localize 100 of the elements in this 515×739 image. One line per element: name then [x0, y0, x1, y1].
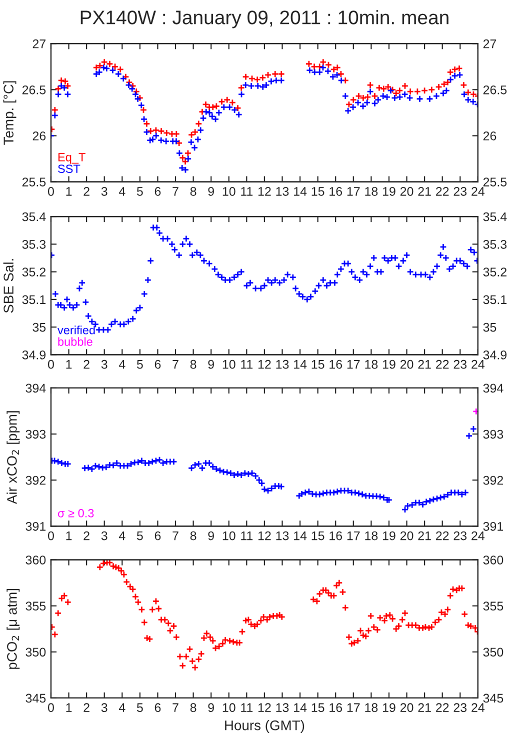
- x-tick-label: 24: [472, 531, 485, 540]
- x-tick-label: 20: [400, 531, 414, 540]
- y-tick-label: 350: [26, 648, 46, 657]
- x-tick-label: 19: [382, 703, 396, 712]
- x-tick-label: 18: [365, 703, 378, 712]
- x-tick-label: 15: [312, 703, 324, 712]
- y-tick-label: 392: [26, 476, 46, 485]
- y2-tick-label: 392: [483, 476, 504, 485]
- y2-tick-label: 350: [483, 648, 504, 657]
- y2-tick-label: 394: [483, 384, 504, 393]
- chart-title: PX140W : January 09, 2011 : 10min. mean: [80, 10, 448, 28]
- y2-tick-label: 25.5: [483, 178, 507, 186]
- y-tick-label: 35.1: [22, 295, 46, 304]
- y-tick-label: 34.9: [22, 350, 46, 360]
- text: σ ≥ 0.3: [58, 508, 94, 518]
- x-tick-label: 23: [454, 531, 467, 540]
- y2-tick-label: 393: [483, 430, 504, 439]
- y-tick-label: 345: [26, 694, 46, 703]
- x-tick-label: 13: [276, 186, 289, 196]
- x-tick-label: 17: [347, 703, 360, 712]
- x-tick-label: 6: [154, 531, 161, 540]
- x-tick-label: 0: [48, 360, 54, 369]
- x-tick-label: 15: [312, 531, 324, 540]
- x-tick-label: 19: [382, 186, 396, 196]
- x-tick-label: 2: [84, 703, 90, 712]
- x-tick-label: 3: [101, 360, 108, 369]
- x-tick-label: 16: [330, 360, 342, 369]
- x-tick-label: 21: [418, 186, 431, 196]
- x-tick-label: 14: [294, 703, 307, 712]
- x-tick-label: 20: [400, 703, 414, 712]
- x-tick-label: 11: [241, 360, 253, 369]
- x-tick-label: 6: [154, 186, 161, 196]
- x-tick-label: 10: [222, 703, 236, 712]
- x-tick-label: 5: [136, 187, 143, 196]
- x-tick-label: 15: [312, 360, 324, 369]
- x-tick-label: 9: [208, 360, 214, 369]
- y2-tick-label: 35.4: [483, 212, 507, 222]
- x-tick-label: 17: [347, 531, 360, 540]
- y2-tick-label: 35.3: [483, 240, 507, 249]
- x-tick-label: 23: [454, 360, 467, 369]
- x-tick-label: 21: [418, 531, 431, 540]
- x-tick-label: 22: [436, 531, 449, 540]
- x-tick-label: 24: [472, 703, 485, 712]
- x-tick-label: 12: [258, 360, 271, 369]
- x-tick-label: 3: [101, 186, 108, 196]
- x-tick-label: 14: [294, 360, 307, 369]
- x-tick-label: 2: [84, 360, 90, 369]
- x-tick-label: 20: [400, 360, 414, 369]
- x-tick-label: 7: [172, 360, 178, 369]
- x-tick-label: 21: [418, 703, 431, 712]
- x-tick-label: 3: [101, 531, 108, 540]
- x-tick-label: 12: [258, 531, 271, 540]
- x-tick-label: 12: [258, 703, 271, 712]
- x-tick-label: 10: [222, 186, 236, 196]
- x-tick-label: 0: [48, 703, 54, 712]
- y-tick-label: 391: [26, 522, 46, 531]
- x-tick-label: 2: [84, 531, 90, 540]
- x-tick-label: 8: [190, 186, 196, 196]
- x-tick-label: 20: [400, 186, 414, 196]
- x-tick-label: 18: [365, 360, 378, 369]
- legend-label: bubble: [58, 337, 92, 346]
- x-tick-label: 22: [436, 703, 449, 712]
- x-tick-label: 13: [276, 531, 289, 540]
- x-tick-label: 11: [241, 703, 253, 712]
- x-tick-label: 6: [154, 360, 161, 369]
- x-tick-label: 11: [241, 531, 253, 540]
- y-axis-title: Air xCO$_{2}$ [ppm]: [6, 411, 20, 504]
- x-tick-label: 0: [48, 186, 54, 196]
- y-tick-label: 35.4: [22, 212, 46, 222]
- x-tick-label: 9: [208, 531, 214, 540]
- x-tick-label: 8: [190, 531, 196, 540]
- x-tick-label: 4: [118, 360, 126, 369]
- y-tick-label: 27: [32, 39, 46, 48]
- x-tick-label: 16: [330, 531, 342, 540]
- x-tick-label: 18: [365, 531, 378, 540]
- y2-tick-label: 26.5: [483, 85, 507, 94]
- y-axis-title: pCO$_{2}$ [μ atm]: [6, 589, 20, 669]
- x-tick-label: 13: [276, 703, 289, 712]
- series-label: verified: [58, 326, 95, 334]
- y2-tick-label: 35.1: [483, 295, 506, 304]
- x-tick-label: 17: [347, 360, 360, 369]
- x-tick-label: 1: [66, 531, 72, 540]
- x-tick-label: 2: [84, 186, 90, 196]
- x-tick-label: 7: [172, 703, 178, 712]
- x-tick-label: 8: [190, 703, 196, 712]
- y-tick-label: 26: [32, 132, 46, 140]
- x-tick-label: 5: [136, 531, 143, 540]
- y2-tick-label: 34.9: [483, 350, 507, 360]
- x-tick-label: 4: [118, 703, 126, 712]
- x-tick-label: 23: [454, 703, 467, 712]
- x-tick-label: 8: [190, 360, 196, 369]
- x-tick-label: 21: [418, 360, 431, 369]
- x-tick-label: 4: [118, 187, 126, 196]
- x-tick-label: 7: [172, 187, 178, 196]
- x-tick-label: 23: [454, 186, 467, 196]
- x-tick-label: 1: [66, 187, 72, 196]
- x-tick-label: 1: [66, 360, 72, 369]
- y-tick-label: 35.3: [22, 240, 46, 249]
- x-tick-label: 10: [222, 360, 236, 369]
- x-tick-label: 16: [330, 703, 342, 712]
